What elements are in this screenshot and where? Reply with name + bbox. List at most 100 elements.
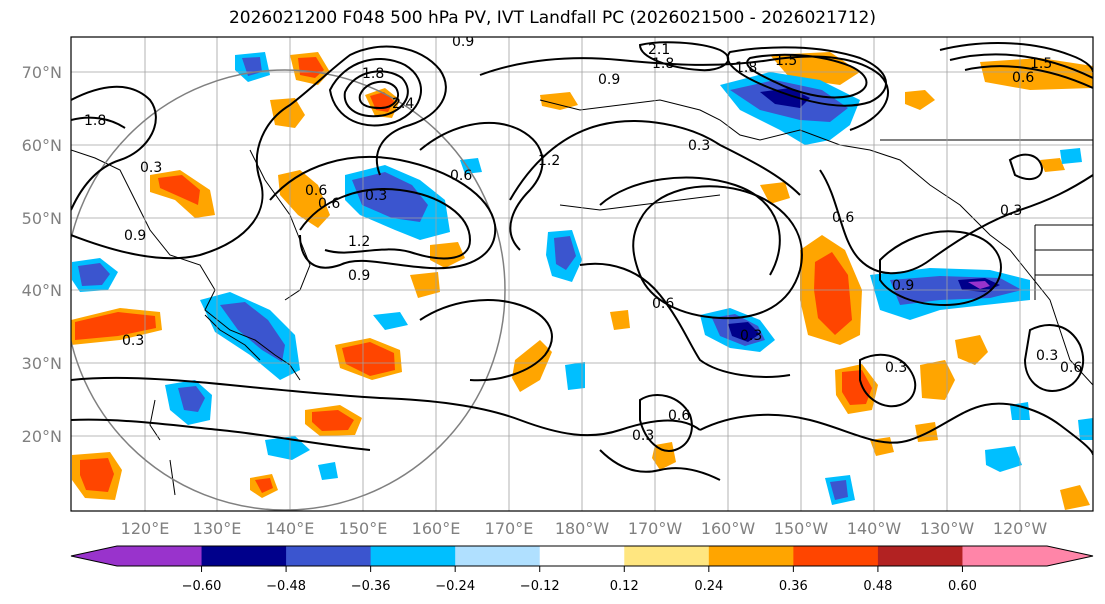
negative-anomaly-patch	[565, 362, 585, 390]
colorbar-segment	[201, 546, 287, 566]
contour-label: 1.8	[362, 66, 384, 82]
anomaly-fills	[71, 52, 1093, 510]
positive-anomaly-patch	[270, 98, 305, 128]
colorbar-max-extension	[1047, 546, 1093, 566]
negative-anomaly-patch	[318, 462, 338, 480]
positive-anomaly-patch	[610, 310, 630, 330]
negative-anomaly-patch	[265, 436, 310, 460]
contour-label: 0.6	[1060, 360, 1082, 376]
colorbar-segment	[624, 546, 710, 566]
contour-label: 0.6	[450, 168, 472, 184]
negative-anomaly-patch	[546, 230, 582, 282]
positive-anomaly-patch	[955, 335, 988, 365]
contour-label: 0.3	[122, 333, 144, 349]
colorbar-min-extension	[71, 546, 117, 566]
positive-anomaly-patch	[335, 338, 402, 380]
lon-label: 120°E	[121, 519, 170, 538]
contour-label: 0.9	[892, 278, 914, 294]
positive-anomaly-patch	[410, 272, 440, 298]
positive-anomaly-patch	[905, 90, 935, 110]
lon-label: 160°E	[412, 519, 461, 538]
colorbar-tick-label: 0.48	[863, 579, 892, 594]
negative-anomaly-patch	[200, 292, 300, 380]
contour-label: 2.1	[648, 42, 670, 58]
negative-anomaly-patch	[345, 165, 450, 240]
positive-anomaly-patch	[150, 170, 215, 218]
contour-label: 0.3	[1036, 348, 1058, 364]
lon-label: 120°W	[993, 519, 1048, 538]
lon-label: 150°E	[339, 519, 388, 538]
contour-label: 0.3	[1000, 203, 1022, 219]
positive-anomaly-patch	[540, 92, 578, 110]
contour-label: 0.3	[740, 328, 762, 344]
contour-label: 0.9	[124, 228, 146, 244]
latitude-labels: 70°N 60°N 50°N 40°N 30°N 20°N	[22, 63, 62, 446]
lat-label: 40°N	[22, 281, 62, 300]
positive-anomaly-patch	[1060, 485, 1090, 510]
contour-label: 0.6	[668, 408, 690, 424]
positive-anomaly-patch	[920, 360, 955, 400]
lat-label: 60°N	[22, 136, 62, 155]
colorbar-tick-label: −0.60	[182, 579, 222, 594]
positive-anomaly-patch	[71, 308, 162, 345]
lon-label: 150°W	[774, 519, 829, 538]
negative-anomaly-patch	[373, 312, 408, 330]
colorbar-tick-label: −0.36	[351, 579, 391, 594]
lon-label: 140°E	[266, 519, 315, 538]
contour-label: 0.3	[688, 138, 710, 154]
lon-label: 160°W	[701, 519, 756, 538]
region-circle	[71, 69, 506, 511]
contour-label: 1.8	[652, 56, 674, 72]
negative-anomaly-patch	[1078, 418, 1093, 440]
colorbar-segment	[286, 546, 372, 566]
lat-label: 20°N	[22, 427, 62, 446]
negative-anomaly-patch	[1060, 148, 1082, 164]
contour-label: 1.8	[84, 113, 106, 129]
coastlines	[71, 99, 1093, 496]
lon-label: 130°W	[920, 519, 975, 538]
lon-label: 140°W	[847, 519, 902, 538]
contour-label: 0.6	[652, 296, 674, 312]
contour-labels: 0.9 2.1 1.8 0.9 1.8 1.5 2.4 1.8 0.6 1.5 …	[84, 34, 1082, 444]
contour-label: 0.3	[140, 160, 162, 176]
colorbar-segment	[708, 546, 794, 566]
lat-label: 30°N	[22, 354, 62, 373]
negative-anomaly-patch	[460, 158, 482, 174]
positive-anomaly-patch	[250, 474, 278, 498]
negative-anomaly-patch	[825, 475, 855, 505]
negative-anomaly-patch	[720, 72, 860, 145]
longitude-labels: 120°E 130°E 140°E 150°E 160°E 170°E 180°…	[121, 519, 1048, 538]
positive-anomaly-patch	[72, 452, 122, 500]
contour-label: 1.2	[348, 234, 370, 250]
colorbar-tick-label: 0.60	[948, 579, 977, 594]
colorbar-segment	[117, 546, 203, 566]
negative-anomaly-patch	[700, 308, 775, 352]
colorbar-segment	[370, 546, 456, 566]
contour-label: 0.9	[348, 268, 370, 284]
contour-label: 0.6	[1012, 70, 1034, 86]
contour-label: 1.2	[538, 153, 560, 169]
positive-anomaly-patch	[430, 242, 465, 268]
positive-anomaly-patch	[278, 170, 330, 228]
colorbar: −0.60 −0.48 −0.36 −0.24 −0.12 0.12 0.24 …	[70, 545, 1094, 594]
negative-anomaly-patch	[985, 446, 1022, 472]
contour-label: 0.3	[632, 428, 654, 444]
contour-label: 0.3	[365, 188, 387, 204]
contour-label: 1.5	[775, 53, 797, 69]
map-border	[70, 36, 1094, 512]
contour-label: 2.4	[392, 96, 414, 112]
colorbar-tick-label: −0.12	[520, 579, 560, 594]
negative-anomaly-patch	[165, 380, 212, 425]
contour-label: 1.8	[735, 60, 757, 76]
lon-label: 170°E	[485, 519, 534, 538]
colorbar-tick-label: −0.48	[266, 579, 306, 594]
contour-label: 0.9	[452, 34, 474, 50]
positive-anomaly-patch	[1040, 158, 1065, 172]
contour-label: 0.9	[598, 72, 620, 88]
colorbar-segment	[793, 546, 879, 566]
colorbar-tick-label: −0.24	[435, 579, 475, 594]
map-title: 2026021200 F048 500 hPa PV, IVT Landfall…	[228, 8, 876, 28]
colorbar-tick-label: 0.12	[610, 579, 639, 594]
contour-label: 0.6	[305, 183, 327, 199]
